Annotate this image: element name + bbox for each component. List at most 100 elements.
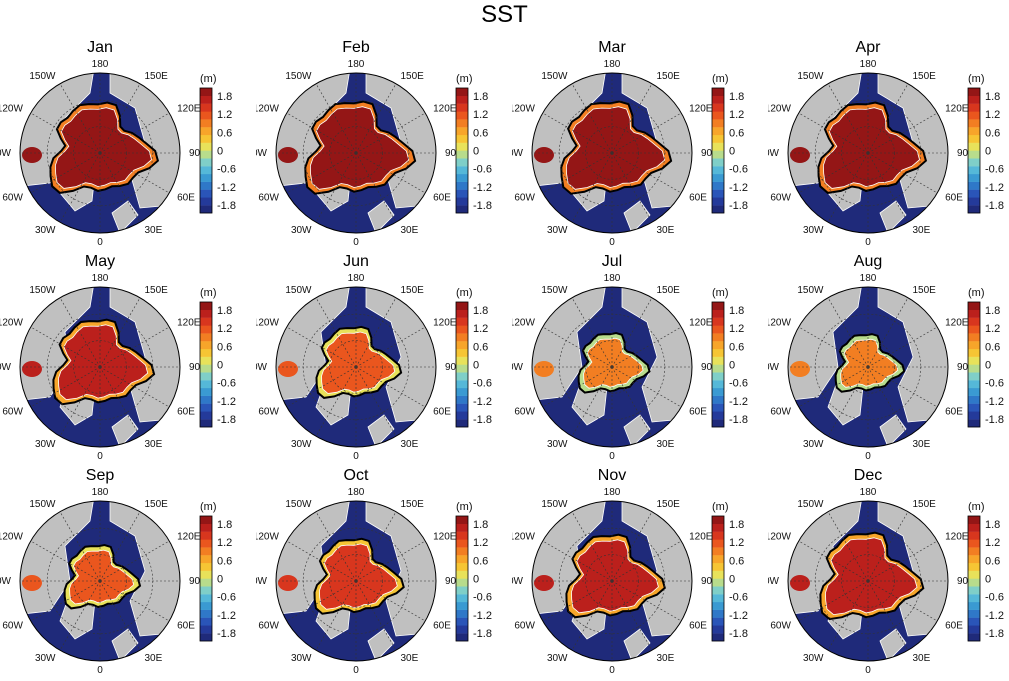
colorbar-segment (968, 395, 980, 404)
meridian-line (99, 297, 141, 368)
colorbar-tick-label: 0 (729, 574, 735, 586)
meridian-line (611, 297, 653, 368)
colorbar-segment (712, 601, 724, 610)
panel-title: Oct (343, 467, 369, 484)
meridian-line (611, 83, 653, 154)
colorbar-segment (968, 181, 980, 190)
longitude-label: 0 (865, 451, 871, 462)
hudson-bay (534, 147, 554, 163)
colorbar-tick-label: 0 (217, 574, 223, 586)
colorbar-segment (712, 309, 724, 318)
colorbar-segment (968, 142, 980, 151)
colorbar-segment (968, 173, 980, 182)
longitude-label: 120E (945, 104, 969, 115)
meridian-line (286, 112, 357, 154)
sst-field (58, 324, 149, 401)
colorbar-segment (456, 150, 468, 159)
colorbar-segment (712, 150, 724, 159)
colorbar-tick-label: -1.2 (985, 182, 1004, 194)
meridian-line (355, 580, 426, 622)
panel-title: Dec (853, 467, 883, 484)
longitude-label: 150W (541, 499, 568, 510)
longitude-label: 90W (0, 362, 12, 373)
longitude-label: 150E (401, 71, 425, 82)
colorbar-tick-label: -0.6 (729, 378, 748, 390)
colorbar-segment (456, 119, 468, 128)
colorbar-tick-label: 1.8 (217, 91, 232, 103)
longitude-label: 120W (768, 532, 791, 543)
colorbar-segment (200, 95, 212, 104)
map-panel: Sep 180 150E 120E 90E 60E 30E 0 30W 60W 90W 120W 150… (0, 466, 252, 681)
longitude-label: 120W (512, 532, 535, 543)
colorbar-segment (456, 134, 468, 143)
sst-field (840, 338, 899, 388)
longitude-label: 90E (701, 148, 719, 159)
colorbar-tick-label: 0.6 (729, 341, 744, 353)
colorbar-tick-label: 1.8 (729, 305, 744, 317)
hudson-bay (534, 361, 554, 377)
colorbar-segment (200, 317, 212, 326)
colorbar-tick-label: 1.8 (729, 519, 744, 531)
colorbar-tick-label: 0.6 (217, 341, 232, 353)
colorbar-segment (712, 197, 724, 206)
panel-title: Sep (85, 467, 115, 484)
meridian-line (827, 366, 869, 437)
colorbar-tick-label: -1.8 (473, 628, 492, 640)
colorbar-segment (200, 348, 212, 357)
longitude-label: 0 (97, 237, 103, 248)
latitude-circle (585, 340, 639, 394)
meridian-line (286, 326, 357, 368)
colorbar-outline (455, 301, 469, 428)
colorbar-segment (712, 403, 724, 412)
longitude-label: 180 (348, 273, 365, 284)
polar-map: 180 150E 120E 90E 60E 30E 0 30W 60W 90W 120W 150W (m… (768, 487, 1004, 676)
colorbar-segment (456, 197, 468, 206)
colorbar-segment (200, 127, 212, 136)
colorbar-segment (456, 586, 468, 595)
meridian-line (99, 326, 170, 368)
map-boundary (19, 286, 181, 448)
longitude-label: 0 (609, 237, 615, 248)
colorbar-segment (200, 325, 212, 334)
colorbar-tick-label: 1.8 (473, 519, 488, 531)
colorbar-segment (712, 411, 724, 420)
colorbar-segment (456, 411, 468, 420)
colorbar-tick-label: 1.2 (985, 323, 1000, 335)
land-mass (111, 200, 139, 233)
meridian-line (611, 366, 653, 437)
meridian-line (355, 366, 426, 408)
latitude-circle (841, 340, 895, 394)
colorbar-segment (968, 578, 980, 587)
meridian-line (315, 152, 357, 223)
longitude-label: 90E (957, 576, 975, 587)
colorbar-segment (456, 372, 468, 381)
colorbar-segment (200, 356, 212, 365)
colorbar-segment (968, 325, 980, 334)
hudson-bay (278, 575, 298, 591)
colorbar-tick-label: -1.2 (729, 396, 748, 408)
meridian-line (30, 326, 101, 368)
meridian-line (827, 152, 869, 223)
longitude-label: 0 (353, 665, 359, 676)
colorbar-segment (712, 325, 724, 334)
colorbar-segment (456, 302, 468, 311)
longitude-label: 90E (701, 362, 719, 373)
longitude-label: 30W (291, 439, 312, 450)
colorbar-segment (456, 380, 468, 389)
colorbar-segment (200, 181, 212, 190)
longitude-label: 150W (797, 499, 824, 510)
colorbar-tick-label: -1.8 (473, 200, 492, 212)
colorbar-segment (968, 197, 980, 206)
latitude-circle (329, 340, 383, 394)
colorbar-tick-label: -1.8 (985, 200, 1004, 212)
longitude-label: 30E (657, 653, 675, 664)
longitude-label: 120W (256, 104, 279, 115)
colorbar-segment (968, 111, 980, 120)
longitude-label: 180 (92, 273, 109, 284)
colorbar-segment (712, 562, 724, 571)
meridian-line (286, 366, 357, 408)
longitude-label: 60W (514, 407, 535, 418)
colorbar-segment (712, 594, 724, 603)
hudson-bay (278, 361, 298, 377)
longitude-label: 90E (189, 148, 207, 159)
